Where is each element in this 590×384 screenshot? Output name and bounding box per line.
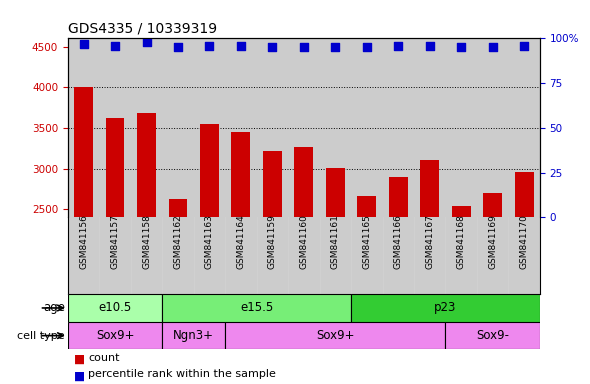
- Bar: [137, 113, 156, 384]
- Point: [425, 43, 434, 49]
- Text: age: age: [43, 301, 65, 314]
- Text: GDS4335 / 10339319: GDS4335 / 10339319: [68, 22, 217, 36]
- Text: Sox9+: Sox9+: [316, 329, 355, 342]
- Text: cell type: cell type: [17, 331, 65, 341]
- Bar: [68, 322, 162, 349]
- Text: e15.5: e15.5: [240, 301, 273, 314]
- Bar: [200, 124, 219, 384]
- Text: e10.5: e10.5: [99, 301, 132, 314]
- Bar: [106, 118, 124, 384]
- Bar: [514, 172, 533, 384]
- Point: [142, 39, 151, 45]
- Bar: [389, 177, 408, 384]
- Bar: [68, 294, 162, 322]
- Point: [299, 44, 309, 50]
- Point: [330, 44, 340, 50]
- Bar: [74, 87, 93, 384]
- Bar: [358, 196, 376, 384]
- Bar: [169, 199, 188, 384]
- Bar: [452, 206, 471, 384]
- Text: percentile rank within the sample: percentile rank within the sample: [88, 369, 276, 379]
- Bar: [483, 193, 502, 384]
- Text: Sox9+: Sox9+: [96, 329, 135, 342]
- Bar: [294, 147, 313, 384]
- Bar: [225, 322, 445, 349]
- Bar: [263, 151, 282, 384]
- Point: [173, 44, 183, 50]
- Text: ■: ■: [74, 353, 85, 366]
- Point: [236, 43, 245, 49]
- Point: [110, 43, 120, 49]
- Point: [362, 44, 372, 50]
- Bar: [445, 322, 540, 349]
- Text: Sox9-: Sox9-: [476, 329, 509, 342]
- Bar: [420, 160, 439, 384]
- Point: [268, 44, 277, 50]
- Bar: [231, 132, 250, 384]
- Point: [457, 44, 466, 50]
- Bar: [162, 294, 351, 322]
- Text: ■: ■: [74, 369, 85, 382]
- Point: [205, 43, 214, 49]
- Text: Ngn3+: Ngn3+: [173, 329, 214, 342]
- Point: [79, 41, 88, 47]
- Text: p23: p23: [434, 301, 457, 314]
- Point: [394, 43, 403, 49]
- Bar: [162, 322, 225, 349]
- Bar: [351, 294, 540, 322]
- Bar: [326, 168, 345, 384]
- Point: [519, 43, 529, 49]
- Text: count: count: [88, 353, 120, 363]
- Point: [488, 44, 497, 50]
